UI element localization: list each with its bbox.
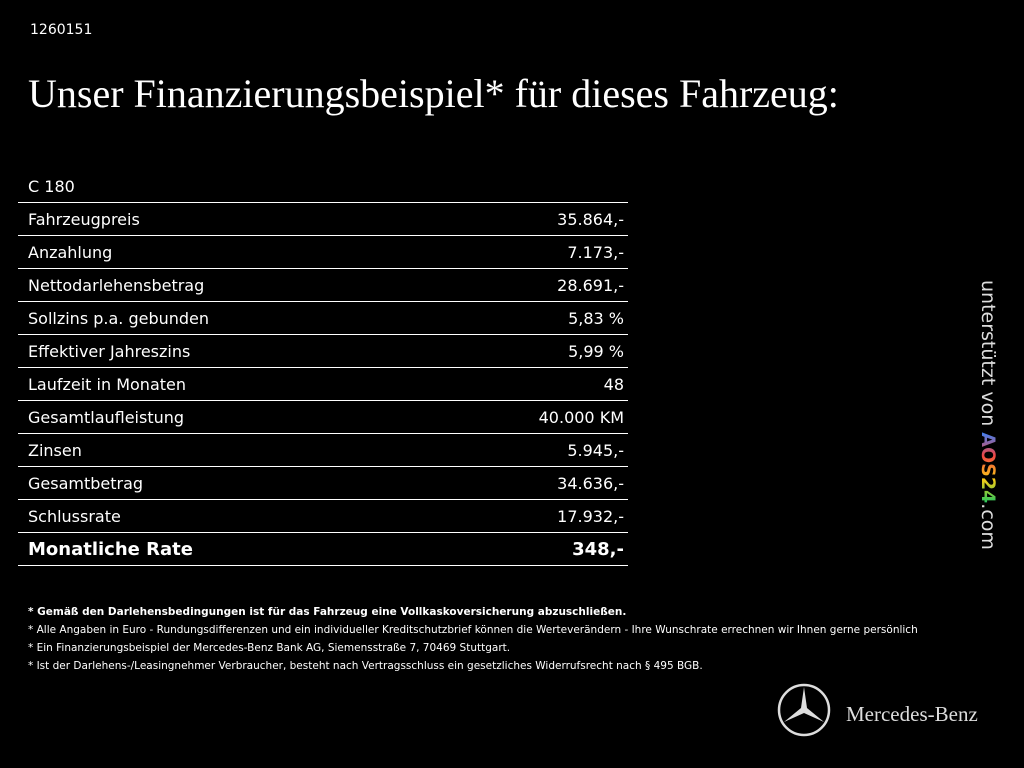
row-label: Laufzeit in Monaten [28, 375, 187, 394]
sidebar-suffix: .com [977, 503, 999, 550]
finance-table: C 180 Fahrzeugpreis 35.864,- Anzahlung 7.17… [18, 170, 628, 566]
total-label: Monatliche Rate [28, 539, 193, 560]
vehicle-id: 1260151 [30, 22, 93, 38]
row-value: 48 [603, 375, 624, 394]
footnote: * Ist der Darlehens-/Leasingnehmer Verbr… [28, 660, 703, 672]
table-row: Anzahlung 7.173,- [18, 236, 628, 269]
sidebar: unterstützt von AOS24.com [977, 280, 999, 550]
row-label: Anzahlung [28, 243, 113, 262]
row-value: 17.932,- [557, 507, 624, 526]
row-label: Zinsen [28, 441, 82, 460]
row-label: Gesamtlaufleistung [28, 408, 185, 427]
table-row: Effektiver Jahreszins 5,99 % [18, 335, 628, 368]
model: C 180 [28, 177, 75, 196]
footnote: * Gemäß den Darlehensbedingungen ist für… [28, 606, 627, 618]
row-value: 5.945,- [567, 441, 624, 460]
row-label: Nettodarlehensbetrag [28, 276, 205, 295]
total-row: Monatliche Rate 348,- [18, 533, 628, 566]
row-value: 34.636,- [557, 474, 624, 493]
sidebar-brand: AOS24 [977, 432, 999, 504]
row-value: 5,83 % [568, 309, 624, 328]
row-label: Schlussrate [28, 507, 121, 526]
row-value: 5,99 % [568, 342, 624, 361]
footnotes: * Gemäß den Darlehensbedingungen ist für… [28, 603, 918, 675]
footnote: * Ein Finanzierungsbeispiel der Mercedes… [28, 642, 511, 654]
table-row: Sollzins p.a. gebunden 5,83 % [18, 302, 628, 335]
sidebar-prefix: unterstützt von [977, 280, 999, 427]
logo-text: Mercedes-Benz [846, 702, 978, 726]
row-label: Fahrzeugpreis [28, 210, 140, 229]
footnote: * Alle Angaben in Euro - Rundungsdiffere… [28, 624, 918, 636]
model-row: C 180 [18, 170, 628, 203]
table-row: Laufzeit in Monaten 48 [18, 368, 628, 401]
row-label: Gesamtbetrag [28, 474, 144, 493]
row-value: 35.864,- [557, 210, 624, 229]
table-row: Gesamtlaufleistung 40.000 KM [18, 401, 628, 434]
row-label: Sollzins p.a. gebunden [28, 309, 210, 328]
total-value: 348,- [572, 539, 624, 560]
table-row: Fahrzeugpreis 35.864,- [18, 203, 628, 236]
table-row: Schlussrate 17.932,- [18, 500, 628, 533]
row-value: 7.173,- [567, 243, 624, 262]
table-row: Gesamtbetrag 34.636,- [18, 467, 628, 500]
row-value: 40.000 KM [538, 408, 624, 427]
table-row: Zinsen 5.945,- [18, 434, 628, 467]
row-value: 28.691,- [557, 276, 624, 295]
title: Unser Finanzierungsbeispiel* für dieses … [28, 71, 839, 116]
table-row: Nettodarlehensbetrag 28.691,- [18, 269, 628, 302]
logo-star [777, 683, 831, 737]
row-label: Effektiver Jahreszins [28, 342, 191, 361]
